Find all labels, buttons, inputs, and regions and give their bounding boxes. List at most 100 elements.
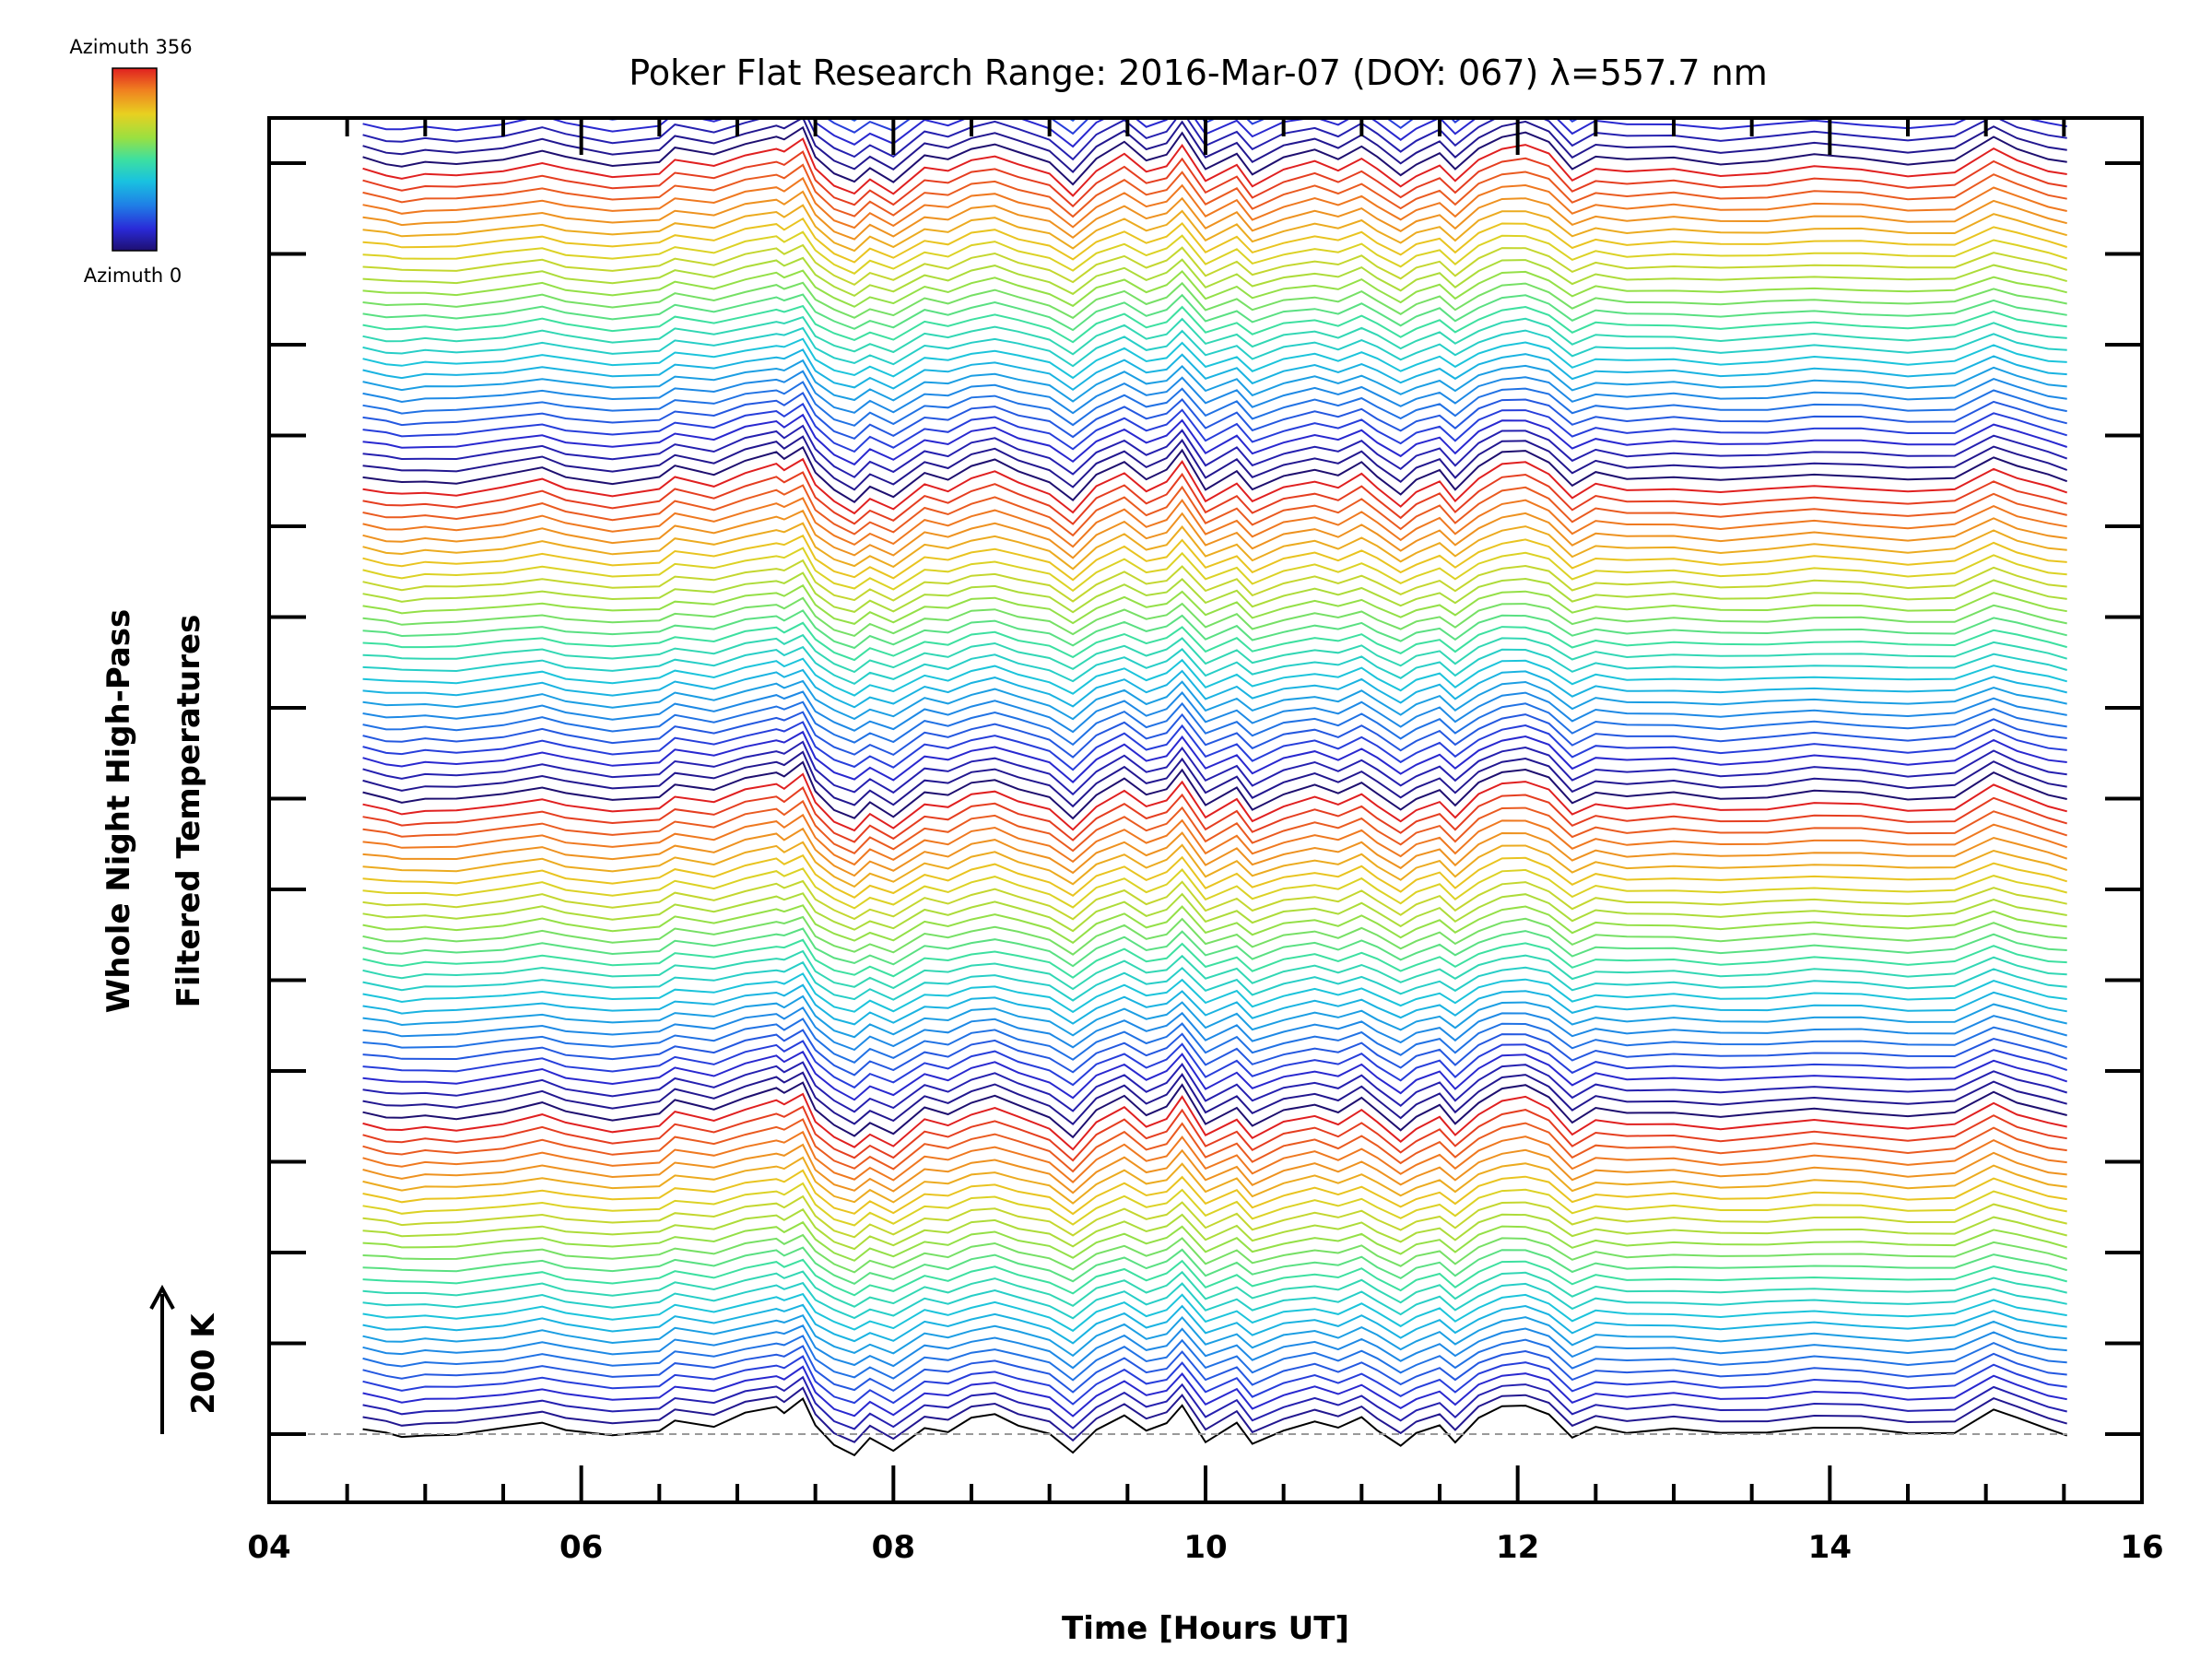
azimuth-trace: [362, 813, 2068, 866]
chart-title: Poker Flat Research Range: 2016-Mar-07 (…: [629, 53, 1767, 93]
azimuth-trace: [362, 1324, 2067, 1370]
azimuth-trace: [362, 163, 2067, 218]
azimuth-trace: [362, 1143, 2067, 1194]
azimuth-trace: [362, 879, 2067, 921]
azimuth-trace: [362, 927, 2067, 968]
y-axis-label-line2: Filtered Temperatures: [171, 615, 207, 1008]
azimuth-trace: [362, 1018, 2067, 1064]
azimuth-trace: [362, 1386, 2067, 1443]
azimuth-trace: [362, 740, 2067, 796]
colorbar: Azimuth 356 Azimuth 0: [69, 36, 192, 287]
azimuth-trace: [362, 1335, 2067, 1382]
azimuth-trace: [362, 827, 2068, 877]
azimuth-trace: [362, 118, 2067, 161]
x-axis-label: Time [Hours UT]: [1062, 1610, 1349, 1647]
azimuth-trace: [362, 1050, 2068, 1101]
azimuth-trace: [362, 559, 2067, 603]
colorbar-label-top: Azimuth 356: [69, 36, 192, 58]
azimuth-trace: [362, 413, 2068, 466]
azimuth-trace: [362, 269, 2067, 308]
azimuth-trace: [362, 315, 2067, 356]
azimuth-trace: [362, 304, 2067, 344]
azimuth-trace: [362, 445, 2068, 503]
azimuth-trace: [362, 326, 2067, 368]
azimuth-trace: [362, 772, 2067, 832]
azimuth-trace: [362, 841, 2068, 888]
azimuth-trace: [362, 690, 2067, 734]
azimuth-trace: [362, 1061, 2067, 1113]
azimuth-trace: [362, 391, 2067, 441]
azimuth-trace: [362, 522, 2067, 571]
azimuth-trace: [362, 281, 2067, 320]
azimuth-trace: [362, 359, 2067, 403]
azimuth-trace: [362, 348, 2067, 392]
azimuth-trace: [362, 243, 2067, 287]
azimuth-trace: [362, 118, 2067, 174]
azimuth-trace: [362, 1130, 2067, 1184]
x-tick-label: 12: [1496, 1529, 1539, 1566]
azimuth-trace: [362, 853, 2067, 899]
azimuth-trace: [363, 0, 2067, 35]
azimuth-trace: [362, 633, 2067, 674]
azimuth-trace: [362, 799, 2068, 855]
azimuth-trace: [362, 293, 2067, 332]
azimuth-trace: [362, 547, 2067, 593]
azimuth-trace: [362, 256, 2067, 298]
azimuth-trace: [362, 750, 2067, 808]
azimuth-trace: [362, 904, 2067, 945]
azimuth-trace: [362, 1365, 2067, 1418]
azimuth-trace: [362, 1292, 2067, 1333]
x-tick-label: 08: [872, 1529, 915, 1566]
azimuth-trace: [362, 1006, 2067, 1052]
scale-bar: 200 K: [149, 1284, 222, 1434]
azimuth-trace: [362, 711, 2067, 759]
azimuth-trace: [362, 509, 2067, 559]
x-tick-label: 16: [2120, 1529, 2163, 1566]
azimuth-trace: [362, 1396, 2068, 1457]
azimuth-trace: [362, 668, 2067, 709]
azimuth-trace: [362, 424, 2068, 478]
azimuth-trace: [362, 571, 2067, 614]
azimuth-trace: [362, 1281, 2067, 1320]
azimuth-trace: [362, 190, 2067, 241]
azimuth-trace: [362, 994, 2067, 1039]
azimuth-trace: [362, 204, 2067, 253]
azimuth-trace: [362, 1040, 2068, 1089]
azimuth-trace: [362, 125, 2067, 186]
azimuth-trace: [362, 1246, 2067, 1286]
x-tick-label: 06: [559, 1529, 603, 1566]
azimuth-trace: [362, 1313, 2067, 1358]
azimuth-trace: [362, 1345, 2067, 1394]
azimuth-trace: [362, 457, 2068, 515]
azimuth-trace: [362, 137, 2067, 197]
azimuth-trace: [362, 645, 2067, 686]
colorbar-gradient: [112, 67, 158, 252]
azimuth-trace: [362, 972, 2067, 1014]
azimuth-trace: [362, 118, 2067, 148]
azimuth-trace: [362, 1105, 2067, 1162]
azimuth-trace: [362, 1375, 2067, 1430]
azimuth-trace: [362, 892, 2067, 933]
azimuth-trace: [362, 583, 2067, 625]
azimuth-trace: [362, 960, 2067, 1002]
x-tick-label: 10: [1183, 1529, 1227, 1566]
scale-bar-arrow-head: [149, 1284, 175, 1310]
x-tick-labels: 04 06 08 10 12 14 16: [247, 1529, 2163, 1566]
azimuth-trace: [362, 534, 2067, 582]
azimuth-trace: [362, 497, 2067, 548]
azimuth-trace: [362, 786, 2067, 843]
trace-layer: [362, 0, 2068, 1457]
azimuth-trace: [362, 1233, 2067, 1274]
azimuth-trace: [363, 10, 2067, 48]
azimuth-trace: [362, 621, 2067, 662]
azimuth-trace: [362, 484, 2067, 537]
azimuth-trace: [362, 402, 2067, 453]
azimuth-trace: [362, 915, 2067, 956]
azimuth-trace: [362, 1355, 2067, 1406]
azimuth-trace: [363, 0, 2067, 23]
azimuth-trace: [362, 1303, 2067, 1345]
x-tick-label: 14: [1808, 1529, 1852, 1566]
azimuth-trace: [362, 230, 2068, 275]
